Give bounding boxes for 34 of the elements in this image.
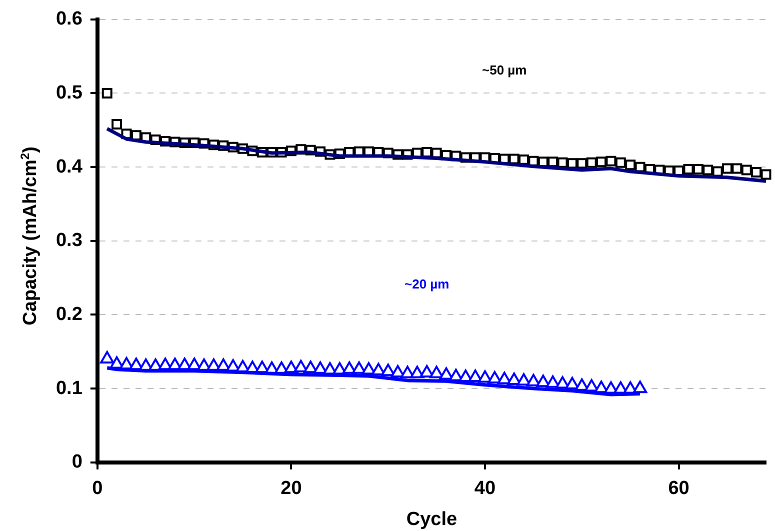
point bbox=[381, 364, 396, 376]
y-tick-label: 0 bbox=[72, 452, 82, 473]
point bbox=[565, 376, 580, 390]
x-tick-label: 60 bbox=[668, 478, 690, 500]
y-tick-label: 0.2 bbox=[56, 304, 82, 325]
point bbox=[420, 365, 434, 378]
x-tick-label: 40 bbox=[474, 478, 496, 500]
point bbox=[439, 367, 454, 380]
point bbox=[468, 369, 482, 382]
point bbox=[507, 372, 522, 385]
point bbox=[304, 360, 318, 374]
x-tick-label: 0 bbox=[92, 478, 103, 500]
point bbox=[488, 370, 502, 384]
y-tick-label: 0.1 bbox=[56, 378, 83, 399]
point bbox=[352, 361, 366, 374]
point bbox=[497, 372, 512, 384]
point bbox=[371, 362, 386, 376]
y-tick-label: 0.4 bbox=[56, 156, 83, 178]
y-tick-label: 0.6 bbox=[56, 8, 82, 30]
y-tick-label: 0.5 bbox=[56, 82, 83, 104]
point bbox=[294, 360, 308, 372]
point bbox=[429, 366, 444, 378]
point bbox=[536, 374, 550, 388]
text: ~20 µm bbox=[404, 276, 450, 292]
point bbox=[390, 365, 405, 378]
point bbox=[400, 366, 415, 378]
y-tick-label: 0.3 bbox=[56, 230, 82, 252]
point bbox=[516, 373, 531, 386]
point bbox=[632, 380, 648, 394]
x-axis-title: Cycle bbox=[406, 508, 458, 530]
text: ~50 µm bbox=[482, 62, 527, 78]
point bbox=[100, 351, 114, 364]
point bbox=[546, 375, 560, 388]
x-tick-label: 20 bbox=[280, 478, 302, 500]
